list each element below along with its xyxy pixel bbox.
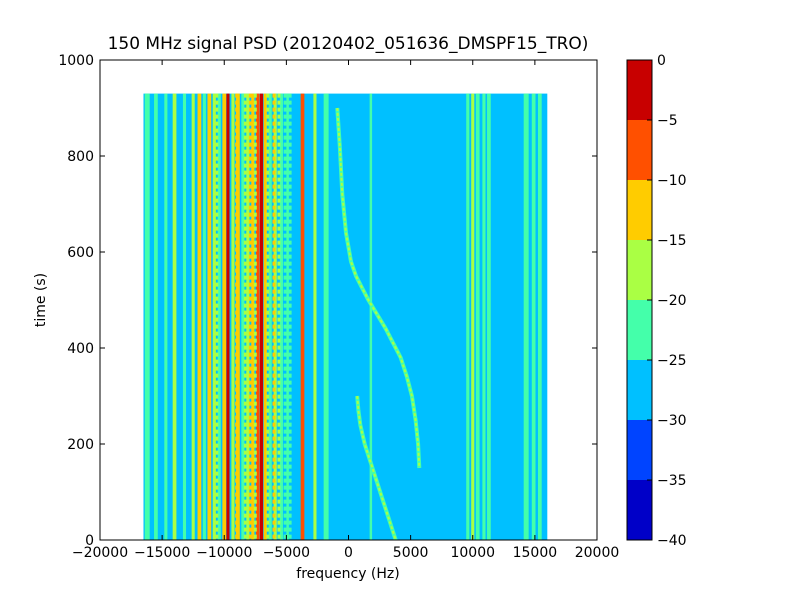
y-tick-label: 0: [85, 533, 94, 549]
x-tick-label: 15000: [513, 545, 558, 561]
y-tick-label: 600: [67, 245, 94, 261]
heatmap-band: [268, 93, 272, 540]
heatmap-band: [300, 93, 305, 540]
x-tick-label: 0: [344, 545, 353, 561]
colorbar-segment: [627, 120, 652, 180]
heatmap-band: [523, 93, 529, 540]
colorbar-tick-label: −25: [657, 353, 687, 369]
heatmap-band: [246, 93, 250, 540]
x-tick-label: 5000: [393, 545, 429, 561]
heatmap-band: [217, 93, 221, 540]
signal-trace: [336, 107, 421, 469]
y-tick-label: 200: [67, 437, 94, 453]
colorbar-tick-label: −10: [657, 173, 687, 189]
heatmap-band: [279, 93, 283, 540]
heatmap-band: [475, 93, 480, 540]
x-axis-ticks: −20000 −15000 −10000 −5000 0 5000 10000 15000 20…: [72, 60, 619, 561]
heatmap-band: [226, 93, 230, 540]
heatmap-band: [323, 93, 329, 540]
colorbar-tick-label: −15: [657, 233, 687, 249]
heatmap-band: [263, 93, 267, 540]
heatmap-band: [202, 93, 206, 540]
colorbar-segment: [627, 480, 652, 540]
heatmap-band: [191, 93, 195, 540]
heatmap-band: [222, 93, 227, 540]
y-tick-label: 800: [67, 149, 94, 165]
y-tick-label: 1000: [58, 53, 94, 69]
y-axis-ticks: 0 200 400 600 800 1000: [58, 53, 597, 549]
heatmap-band: [212, 93, 216, 540]
heatmap-band: [182, 93, 187, 540]
colorbar-segment: [627, 300, 652, 360]
colorbar-segment: [627, 240, 652, 300]
colorbar-tick-label: −5: [657, 113, 678, 129]
heatmap-band: [144, 93, 150, 540]
heatmap-band: [154, 93, 158, 540]
heatmap-band: [236, 93, 240, 540]
heatmap-band: [466, 93, 470, 540]
heatmap-band: [369, 93, 373, 540]
heatmap-band: [241, 93, 245, 540]
colorbar-tick-label: −35: [657, 473, 687, 489]
heatmap-band: [487, 93, 491, 540]
heatmap-band: [251, 93, 255, 540]
heatmap-band: [164, 93, 168, 540]
heatmap-band: [231, 93, 235, 540]
colorbar-tick-label: −40: [657, 533, 687, 549]
x-tick-label: −20000: [72, 545, 128, 561]
heatmap-band: [197, 93, 202, 540]
y-tick-label: 400: [67, 341, 94, 357]
colorbar-segment: [627, 60, 652, 120]
heatmap-band: [531, 93, 536, 540]
colorbar-tick-label: −30: [657, 413, 687, 429]
colorbar: [626, 59, 653, 541]
x-tick-label: 10000: [450, 545, 495, 561]
chart-title: 150 MHz signal PSD (20120402_051636_DMSP…: [108, 34, 589, 54]
x-tick-label: −10000: [196, 545, 252, 561]
x-tick-label: −5000: [263, 545, 310, 561]
colorbar-segment: [627, 180, 652, 240]
colorbar-ticks: 0 −5 −10 −15 −20 −25 −30 −35 −40: [647, 53, 687, 549]
x-tick-label: 20000: [575, 545, 620, 561]
heatmap-band: [255, 93, 260, 540]
heatmap-band: [313, 93, 317, 540]
colorbar-tick-label: −20: [657, 293, 687, 309]
colorbar-segment: [627, 420, 652, 480]
heatmap-band: [259, 93, 264, 540]
signal-trace: [356, 395, 397, 540]
colorbar-segment: [627, 360, 652, 420]
colorbar-tick-label: 0: [657, 53, 666, 69]
heatmap-band: [537, 93, 542, 540]
heatmap-band: [286, 93, 289, 540]
plot-area: [143, 93, 548, 540]
heatmap-band: [471, 93, 475, 540]
heatmap-band: [207, 93, 212, 540]
heatmap-band: [172, 93, 177, 540]
heatmap-band: [273, 93, 277, 540]
heatmap: [143, 93, 548, 540]
x-axis-label: frequency (Hz): [296, 566, 399, 582]
x-tick-label: −15000: [134, 545, 190, 561]
y-axis-label: time (s): [33, 273, 49, 327]
heatmap-band: [482, 93, 486, 540]
